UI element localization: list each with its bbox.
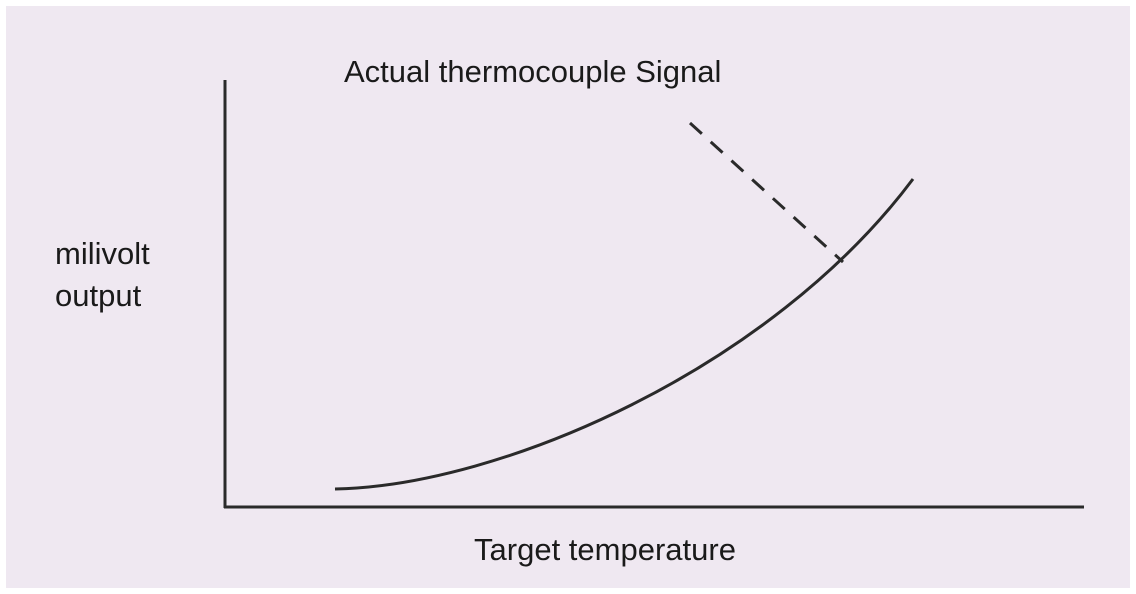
background (6, 6, 1130, 588)
annotation: Actual thermocouple Signal (344, 54, 721, 89)
pointer-line (688, 121, 845, 264)
x-label: Target temperature (474, 532, 736, 567)
signal-curve (334, 178, 915, 491)
y-label-line: output (55, 278, 142, 313)
y-label-line: milivolt (55, 236, 150, 271)
